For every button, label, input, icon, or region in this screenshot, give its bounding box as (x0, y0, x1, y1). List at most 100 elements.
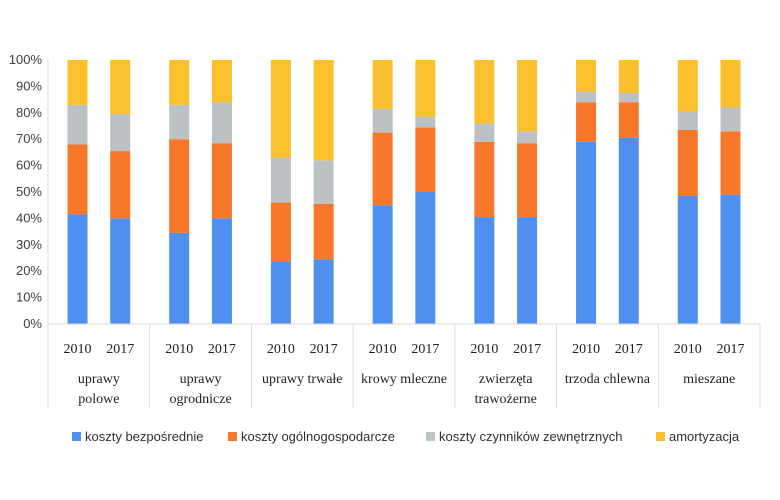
x-year-label: 2017 (717, 342, 745, 357)
legend-swatch (426, 432, 435, 441)
x-year-label: 2010 (572, 342, 600, 357)
bar-segment (67, 104, 88, 145)
bar-segment (576, 91, 597, 103)
bar-segment (270, 261, 291, 324)
bar-segment (372, 132, 393, 206)
bar-segment (372, 60, 393, 109)
x-category-label: krowy mleczne (361, 372, 447, 387)
bar-segment (415, 192, 436, 324)
bar-segment (270, 157, 291, 203)
y-tick-label: 40% (16, 210, 42, 225)
bar-segment (169, 139, 190, 233)
x-year-label: 2010 (63, 342, 91, 357)
legend-swatch (228, 432, 237, 441)
x-year-label: 2010 (470, 342, 498, 357)
y-axis: 0% 10% 20% 30% 40% 50% 60% 70% 80% 90% 100% (9, 52, 49, 331)
bar-segment (67, 60, 88, 105)
bar-segment (576, 60, 597, 92)
legend-label: koszty czynników zewnętrznych (439, 429, 623, 444)
x-year-label: 2017 (411, 342, 439, 357)
bar-segment (618, 102, 639, 138)
bar-segment (474, 123, 495, 142)
bar-segment (211, 60, 232, 103)
bar-segment (415, 116, 436, 128)
x-year-label: 2017 (106, 342, 134, 357)
legend-swatch (656, 432, 665, 441)
x-category-label: zwierzęta (479, 372, 533, 387)
bar-segment (720, 131, 741, 195)
bar-segment (576, 141, 597, 324)
bar-segment (474, 60, 495, 124)
bar-segment (67, 144, 88, 215)
bar-segment (372, 108, 393, 133)
bar-segment (169, 104, 190, 140)
bar-segment (313, 259, 334, 324)
bar-segment (517, 60, 538, 132)
y-tick-label: 90% (16, 78, 42, 93)
y-tick-label: 70% (16, 131, 42, 146)
x-year-label: 2017 (513, 342, 541, 357)
bar-segment (677, 111, 698, 130)
bar-segment (67, 214, 88, 324)
bar-segment (618, 137, 639, 324)
bar-segment (720, 60, 741, 108)
x-year-label: 2010 (165, 342, 193, 357)
bar-segment (517, 131, 538, 144)
bar-segment (110, 151, 131, 219)
bar-segment (720, 107, 741, 132)
y-tick-label: 80% (16, 105, 42, 120)
legend-swatch (72, 432, 81, 441)
x-year-label: 2017 (310, 342, 338, 357)
y-tick-label: 50% (16, 184, 42, 199)
legend: koszty bezpośrednie koszty ogólnogospodar… (72, 429, 740, 444)
bar-segment (677, 195, 698, 324)
bar-segment (618, 93, 639, 103)
legend-label: koszty bezpośrednie (85, 429, 204, 444)
x-year-label: 2010 (674, 342, 702, 357)
bar-segment (211, 143, 232, 219)
x-year-label: 2010 (267, 342, 295, 357)
bar-segment (517, 217, 538, 324)
legend-label: koszty ogólnogospodarcze (241, 429, 395, 444)
y-tick-label: 100% (9, 52, 43, 67)
bar-segment (720, 194, 741, 324)
bar-segment (110, 114, 131, 152)
x-category-label: trzoda chlewna (565, 372, 651, 387)
bar-segment (576, 102, 597, 142)
y-tick-label: 0% (23, 316, 42, 331)
bar-segment (211, 218, 232, 324)
x-category-label: ogrodnicze (169, 392, 231, 407)
bar-segment (110, 60, 131, 115)
bar-segment (110, 218, 131, 324)
bar-segment (618, 60, 639, 93)
bar-segment (270, 60, 291, 158)
y-tick-label: 60% (16, 158, 42, 173)
bar-segment (169, 60, 190, 105)
bar-segment (517, 143, 538, 218)
x-category-label: uprawy (78, 372, 120, 387)
x-year-label: 2010 (369, 342, 397, 357)
x-category-label: trawożerne (475, 392, 537, 407)
bar-segment (474, 141, 495, 218)
y-tick-label: 20% (16, 263, 42, 278)
bar-segment (677, 129, 698, 196)
bars (67, 60, 741, 324)
x-category-label: uprawy (180, 372, 222, 387)
x-year-label: 2017 (615, 342, 643, 357)
bar-segment (474, 217, 495, 324)
x-category-label: mieszane (683, 372, 735, 387)
bar-segment (677, 60, 698, 112)
legend-label: amortyzacja (669, 429, 740, 444)
bar-segment (415, 60, 436, 117)
bar-segment (270, 202, 291, 262)
bar-segment (169, 232, 190, 324)
x-axis: 2010 2017 uprawy polowe 2010 2017 uprawy ogrodn… (47, 323, 761, 408)
bar-segment (415, 127, 436, 192)
x-category-label: uprawy trwałe (262, 372, 342, 387)
bar-segment (313, 203, 334, 260)
x-year-label: 2017 (208, 342, 236, 357)
x-category-label: polowe (78, 392, 119, 407)
bar-segment (211, 102, 232, 144)
bar-segment (313, 160, 334, 204)
